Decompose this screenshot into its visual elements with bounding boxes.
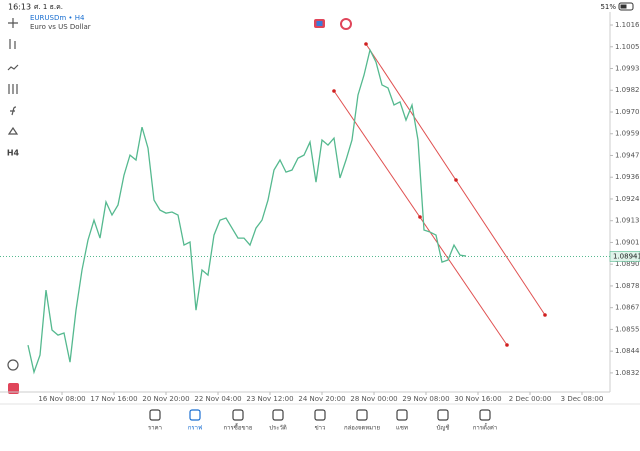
settings-tool[interactable] [8,84,18,94]
x-tick-label: 28 Nov 00:00 [350,395,397,403]
x-tick-label: 2 Dec 00:00 [509,395,552,403]
y-tick-label: 1.09935 [615,65,640,73]
status-date: ศ. 1 ธ.ค. [34,3,63,11]
y-tick-label: 1.08670 [615,304,640,312]
trend-point [332,89,336,93]
status-time: 16:13 [8,3,31,12]
nav-item[interactable]: ประวัติ [269,409,287,432]
depth-tool[interactable] [7,359,19,371]
y-tick-label: 1.09590 [615,130,640,138]
x-tick-label: 30 Nov 16:00 [454,395,501,403]
nav-item[interactable]: การซื้อขาย [224,409,253,432]
y-tick-label: 1.08900 [615,260,640,268]
nav-icon [272,409,284,421]
y-tick-label: 1.10050 [615,43,640,51]
nav-item[interactable]: บัญชี [437,409,450,432]
y-tick-label: 1.08555 [615,325,640,333]
y-tick-label: 1.09015 [615,238,640,246]
nav-icon [314,409,326,421]
nav-label: การตั้งค่า [473,422,497,432]
price-line [27,48,467,375]
current-price-box [609,251,640,262]
x-tick-label: 16 Nov 08:00 [38,395,85,403]
nav-icon [396,409,408,421]
nav-icon [356,409,368,421]
y-tick-label: 1.09705 [615,108,640,116]
symbol-title: EURUSDm • H4 [30,14,85,22]
trend-point [505,343,509,347]
nav-icon [479,409,491,421]
y-tick-label: 1.09245 [615,195,640,203]
nav-label: บัญชี [437,424,450,432]
signal-button[interactable] [340,18,352,30]
symbol-subtitle: Euro vs US Dollar [30,23,91,31]
nav-label: กล่องจดหมาย [344,425,380,432]
x-tick-label: 3 Dec 08:00 [561,395,604,403]
trade-button[interactable] [8,383,19,394]
nav-icon [189,409,201,421]
nav-item[interactable]: กล่องจดหมาย [344,409,380,432]
battery-icon [618,2,634,11]
current-price-label: 1.08941 [613,252,640,260]
nav-label: ราคา [148,425,162,432]
x-tick-label: 24 Nov 20:00 [298,395,345,403]
crosshair-tool[interactable] [8,18,18,28]
nav-icon [232,409,244,421]
nav-icon [149,409,161,421]
indicators-tool[interactable] [7,64,19,71]
one-click-icon [316,21,323,26]
trend-point [418,215,422,219]
x-tick-label: 17 Nov 16:00 [90,395,137,403]
trend-point [364,42,368,46]
nav-icon [437,409,449,421]
nav-label: ประวัติ [269,425,287,432]
trend-points [332,42,547,347]
nav-label: การซื้อขาย [224,422,253,432]
y-tick-label: 1.09475 [615,151,640,159]
y-tick-label: 1.08325 [615,369,640,377]
y-tick-label: 1.0844 [615,347,640,355]
status-battery: 51% [600,3,616,11]
nav-item[interactable]: กราฟ [188,409,202,432]
battery-level [620,4,627,9]
nav-item[interactable]: ข่าว [314,409,326,432]
trend-point [543,313,547,317]
timeframe-button[interactable]: H4 [7,149,20,158]
chart-type-tool[interactable] [9,39,16,49]
objects-tool[interactable] [7,126,19,135]
nav-item[interactable]: ราคา [148,409,162,432]
y-tick-label: 1.0936 [615,173,640,181]
left-toolbar [7,18,19,371]
trend-point [454,178,458,182]
y-tick-label: 1.09820 [615,86,640,94]
nav-label: ข่าว [315,425,326,432]
nav-label: แชท [396,425,408,432]
x-tick-label: 20 Nov 20:00 [142,395,189,403]
x-tick-label: 29 Nov 08:00 [402,395,449,403]
nav-label: กราฟ [188,425,202,432]
nav-item[interactable]: แชท [396,409,408,432]
y-tick-label: 1.10165 [615,21,640,29]
nav-item[interactable]: การตั้งค่า [473,409,497,432]
y-tick-label: 1.08785 [615,282,640,290]
x-tick-label: 22 Nov 04:00 [194,395,241,403]
y-tick-label: 1.09130 [615,217,640,225]
x-tick-label: 23 Nov 12:00 [246,395,293,403]
function-tool[interactable] [10,106,17,116]
